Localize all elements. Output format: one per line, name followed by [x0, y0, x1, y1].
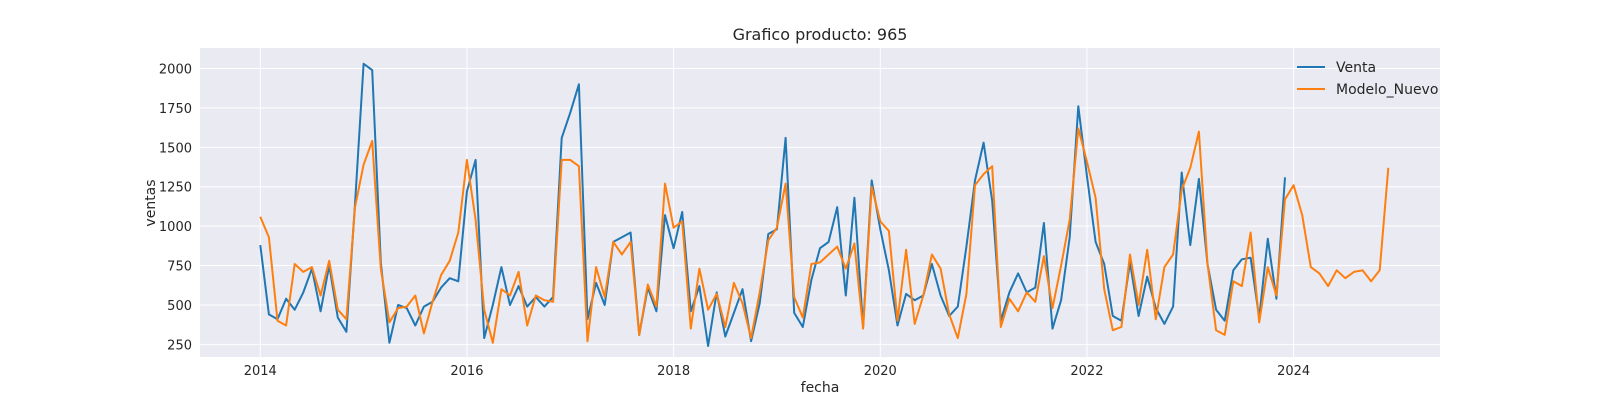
y-tick-label: 750 — [167, 260, 192, 275]
legend-label-modelo-nuevo: Modelo_Nuevo — [1336, 82, 1438, 98]
chart-title: Grafico producto: 965 — [733, 25, 908, 44]
legend-label-venta: Venta — [1336, 60, 1376, 76]
y-tick-label: 1000 — [159, 220, 192, 235]
legend: Venta Modelo_Nuevo — [1297, 60, 1438, 98]
x-tick-label: 2018 — [657, 364, 690, 379]
series-line-modelo-nuevo — [259, 127, 1390, 344]
y-tick-label: 250 — [167, 338, 192, 353]
x-tick-label: 2016 — [450, 364, 483, 379]
x-tick-label: 2022 — [1070, 364, 1103, 379]
y-tick-labels: 250 500 750 1000 1250 1500 1750 2000 — [159, 62, 192, 353]
y-tick-label: 2000 — [159, 62, 192, 77]
series-line-venta — [259, 62, 1286, 347]
x-axis-title: fecha — [801, 380, 840, 396]
series-layer — [259, 62, 1390, 347]
x-tick-label: 2014 — [244, 364, 277, 379]
x-tick-labels: 2014 2016 2018 2020 2022 2024 — [244, 364, 1310, 379]
y-tick-label: 1750 — [159, 102, 192, 117]
y-tick-label: 500 — [167, 299, 192, 314]
x-tick-label: 2020 — [864, 364, 897, 379]
x-tick-label: 2024 — [1277, 364, 1310, 379]
y-tick-label: 1250 — [159, 181, 192, 196]
y-axis-title: ventas — [143, 179, 159, 226]
grid — [200, 48, 1440, 357]
y-tick-label: 1500 — [159, 141, 192, 156]
